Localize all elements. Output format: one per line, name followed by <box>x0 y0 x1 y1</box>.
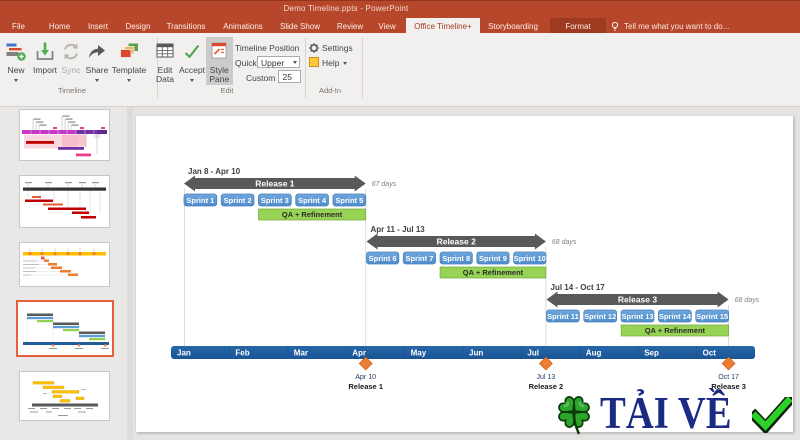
svg-text:Sprint 8: Sprint 8 <box>442 254 470 263</box>
svg-text:Sprint 11: Sprint 11 <box>547 312 579 321</box>
svg-text:Sprint 6: Sprint 6 <box>369 254 397 263</box>
svg-text:QA + Refinement: QA + Refinement <box>282 210 343 219</box>
svg-text:QA + Refinement: QA + Refinement <box>463 268 524 277</box>
svg-text:Jun: Jun <box>469 349 483 358</box>
svg-text:Sprint 9: Sprint 9 <box>479 254 507 263</box>
svg-text:Release 3: Release 3 <box>711 382 746 391</box>
svg-text:Release 2: Release 2 <box>529 382 564 391</box>
svg-text:Feb: Feb <box>235 349 249 358</box>
svg-text:Apr: Apr <box>352 349 366 358</box>
svg-text:Sprint 15: Sprint 15 <box>696 312 728 321</box>
svg-text:Sprint 12: Sprint 12 <box>584 312 616 321</box>
svg-text:Sprint 13: Sprint 13 <box>622 312 654 321</box>
svg-text:Release 3: Release 3 <box>618 295 657 305</box>
svg-text:Sprint 2: Sprint 2 <box>224 196 252 205</box>
svg-text:Sprint 10: Sprint 10 <box>514 254 546 263</box>
svg-text:68 days: 68 days <box>552 239 577 246</box>
svg-text:Oct: Oct <box>703 349 717 358</box>
svg-text:Mar: Mar <box>294 349 308 358</box>
svg-text:Sprint 3: Sprint 3 <box>261 196 289 205</box>
svg-text:Jul 13: Jul 13 <box>537 374 556 381</box>
svg-text:Jul: Jul <box>527 349 539 358</box>
svg-text:Jan: Jan <box>177 349 191 358</box>
svg-text:May: May <box>411 349 427 358</box>
svg-text:Apr 11 - Jul 13: Apr 11 - Jul 13 <box>371 225 426 234</box>
svg-text:Release 2: Release 2 <box>437 237 476 247</box>
svg-text:Sep: Sep <box>644 349 659 358</box>
svg-text:Apr 10: Apr 10 <box>355 374 376 381</box>
svg-text:QA + Refinement: QA + Refinement <box>645 326 706 335</box>
svg-text:68 days: 68 days <box>735 297 760 304</box>
svg-text:Sprint 1: Sprint 1 <box>186 196 214 205</box>
svg-text:Sprint 4: Sprint 4 <box>298 196 327 205</box>
svg-text:Release 1: Release 1 <box>348 382 383 391</box>
svg-text:Jan 8 - Apr 10: Jan 8 - Apr 10 <box>188 167 241 176</box>
svg-text:Sprint 7: Sprint 7 <box>405 254 433 263</box>
svg-text:Oct 17: Oct 17 <box>718 374 739 381</box>
svg-text:Aug: Aug <box>586 349 602 358</box>
svg-text:67 days: 67 days <box>372 181 397 188</box>
svg-text:Sprint 14: Sprint 14 <box>659 312 692 321</box>
svg-text:Release 1: Release 1 <box>255 179 294 189</box>
svg-text:Sprint 5: Sprint 5 <box>335 196 363 205</box>
svg-text:Jul 14 - Oct 17: Jul 14 - Oct 17 <box>551 283 606 292</box>
